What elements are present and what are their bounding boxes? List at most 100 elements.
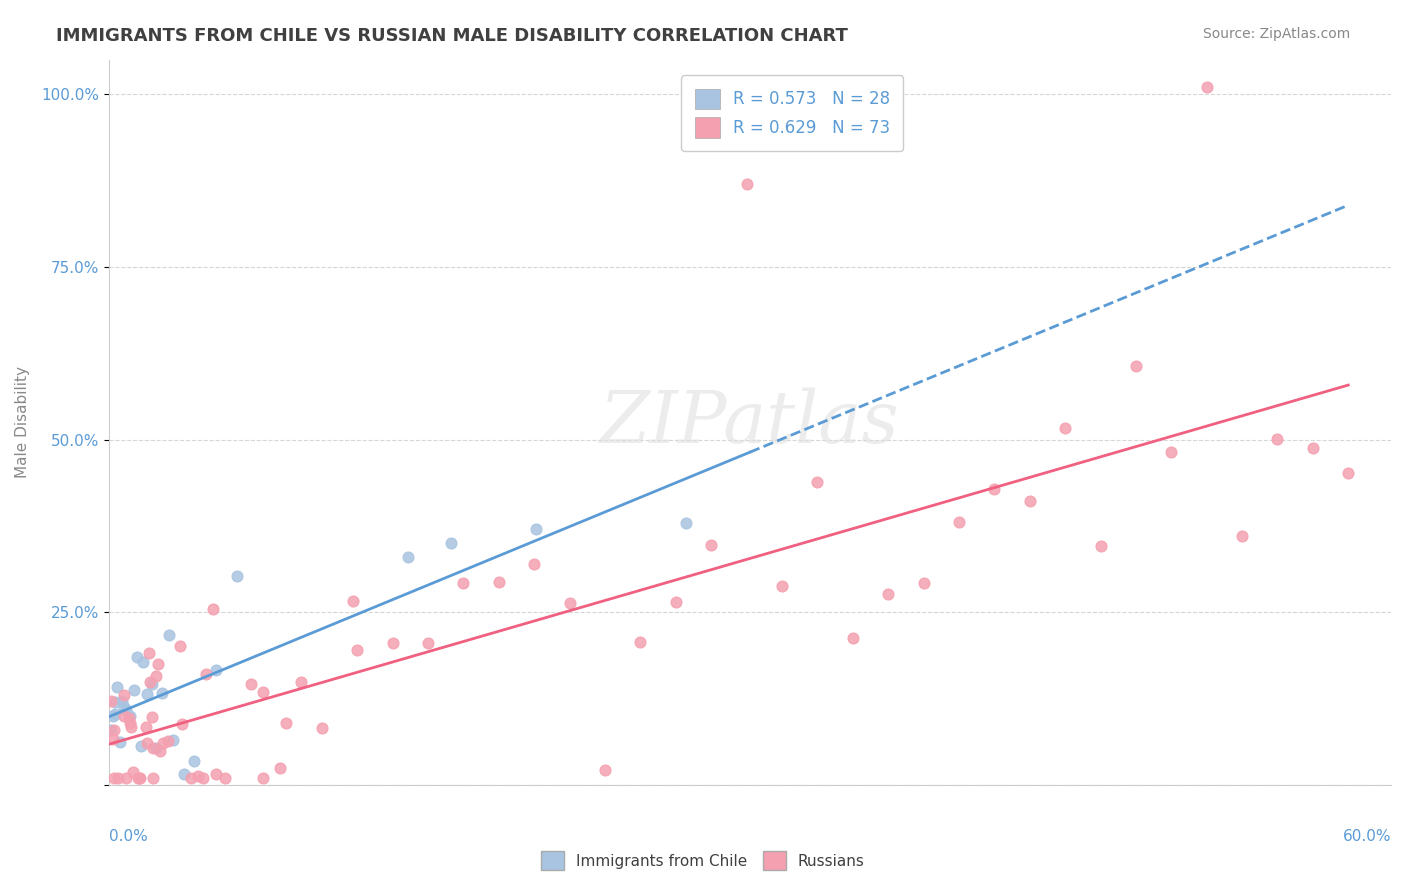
Point: [770, 579, 793, 593]
Point: [118, 715, 141, 730]
Point: [1230, 529, 1253, 543]
Point: [152, 736, 174, 750]
Point: [112, 708, 135, 723]
Point: [183, 754, 205, 768]
Point: [105, 681, 128, 695]
Point: [104, 695, 127, 709]
Point: [558, 596, 581, 610]
Legend: R = 0.573   N = 28, R = 0.629   N = 73: R = 0.573 N = 28, R = 0.629 N = 73: [682, 75, 904, 151]
Point: [440, 536, 463, 550]
Text: 60.0%: 60.0%: [1343, 829, 1391, 844]
Point: [103, 723, 125, 737]
Point: [269, 761, 291, 775]
Point: [124, 682, 146, 697]
Point: [191, 771, 214, 785]
Point: [877, 587, 900, 601]
Point: [842, 631, 865, 645]
Point: [240, 677, 263, 691]
Point: [127, 771, 149, 785]
Point: [675, 516, 697, 530]
Point: [118, 710, 141, 724]
Point: [145, 740, 167, 755]
Point: [342, 594, 364, 608]
Point: [1018, 493, 1040, 508]
Point: [948, 515, 970, 529]
Point: [150, 686, 173, 700]
Point: [101, 709, 124, 723]
Point: [173, 767, 195, 781]
Point: [593, 763, 616, 777]
Point: [983, 483, 1005, 497]
Point: [100, 694, 122, 708]
Point: [276, 715, 298, 730]
Text: 0.0%: 0.0%: [108, 829, 148, 844]
Point: [139, 674, 162, 689]
Point: [141, 677, 163, 691]
Point: [187, 769, 209, 783]
Point: [226, 568, 249, 582]
Point: [129, 739, 152, 753]
Point: [103, 771, 125, 785]
Point: [141, 710, 163, 724]
Point: [162, 733, 184, 747]
Point: [169, 639, 191, 653]
Point: [120, 720, 142, 734]
Point: [523, 558, 546, 572]
Point: [145, 669, 167, 683]
Point: [453, 575, 475, 590]
Point: [125, 650, 148, 665]
Point: [912, 575, 935, 590]
Point: [1054, 421, 1077, 435]
Point: [735, 177, 758, 191]
Point: [138, 646, 160, 660]
Point: [1302, 441, 1324, 455]
Point: [180, 771, 202, 785]
Point: [665, 595, 688, 609]
Point: [114, 771, 136, 785]
Point: [1090, 539, 1112, 553]
Point: [104, 707, 127, 722]
Point: [122, 764, 145, 779]
Point: [142, 741, 165, 756]
Text: ZIPatlas: ZIPatlas: [600, 387, 900, 458]
Point: [132, 656, 155, 670]
Point: [135, 720, 157, 734]
Point: [103, 731, 125, 746]
Point: [346, 642, 368, 657]
Point: [1195, 80, 1218, 95]
Legend: Immigrants from Chile, Russians: Immigrants from Chile, Russians: [536, 846, 870, 876]
Point: [1267, 432, 1289, 446]
Point: [107, 771, 129, 785]
Point: [806, 475, 828, 489]
Point: [142, 771, 165, 785]
Point: [381, 636, 404, 650]
Point: [202, 602, 225, 616]
Point: [204, 767, 226, 781]
Point: [396, 550, 419, 565]
Y-axis label: Male Disability: Male Disability: [15, 367, 30, 478]
Point: [311, 721, 333, 735]
Point: [700, 538, 723, 552]
Text: IMMIGRANTS FROM CHILE VS RUSSIAN MALE DISABILITY CORRELATION CHART: IMMIGRANTS FROM CHILE VS RUSSIAN MALE DI…: [56, 27, 848, 45]
Point: [252, 685, 274, 699]
Point: [1160, 445, 1182, 459]
Point: [628, 635, 651, 649]
Point: [204, 664, 226, 678]
Point: [148, 657, 170, 671]
Point: [1125, 359, 1147, 373]
Point: [524, 523, 547, 537]
Point: [252, 771, 274, 785]
Point: [488, 574, 510, 589]
Point: [128, 771, 150, 785]
Point: [112, 688, 135, 702]
Point: [136, 687, 159, 701]
Text: Source: ZipAtlas.com: Source: ZipAtlas.com: [1202, 27, 1350, 41]
Point: [149, 744, 172, 758]
Point: [290, 675, 312, 690]
Point: [111, 694, 134, 708]
Point: [170, 717, 193, 731]
Point: [120, 709, 142, 723]
Point: [100, 723, 122, 737]
Point: [194, 666, 217, 681]
Point: [156, 734, 179, 748]
